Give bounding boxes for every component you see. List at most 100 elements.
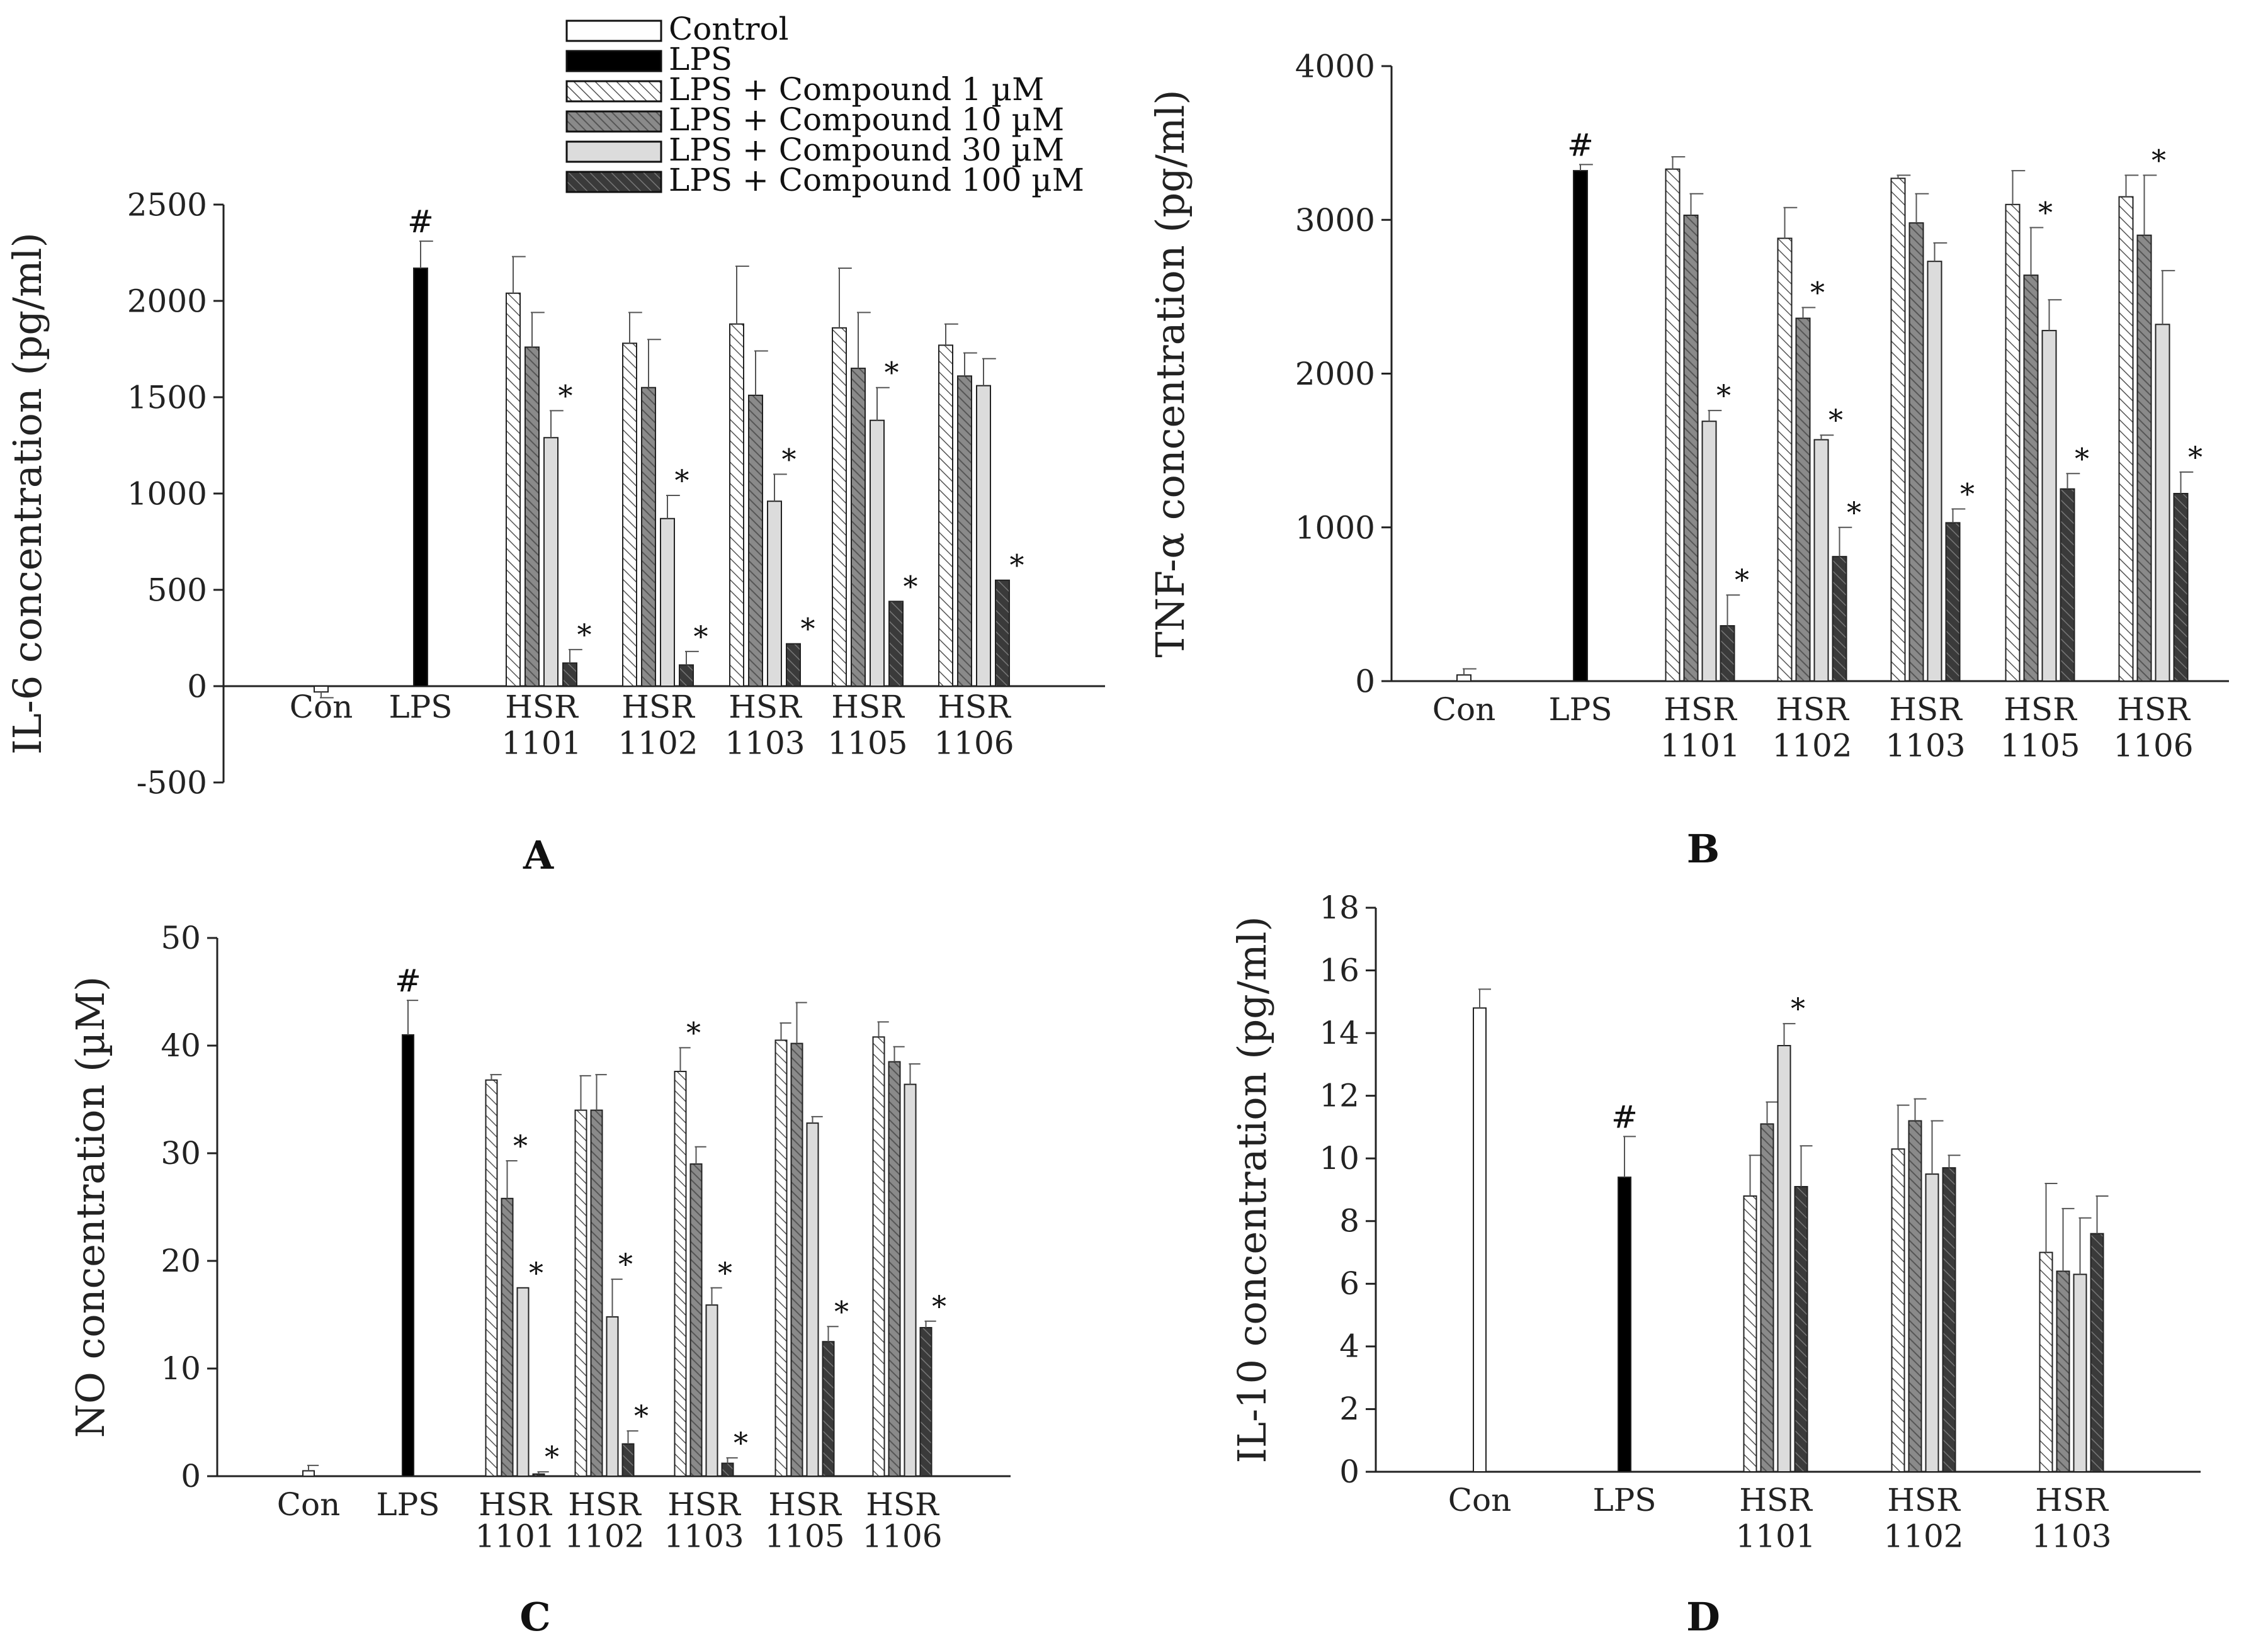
- panel-d-y-tick-label: 6: [1339, 1265, 1359, 1302]
- panel-a-letter: A: [523, 832, 554, 878]
- panel-b-bar-compound-100um: [1832, 556, 1847, 682]
- panel-c-significance-star: *: [634, 1399, 649, 1433]
- panel-d-bar-compound-30um: [1925, 1173, 1939, 1472]
- panel-b-category-label: HSR: [2117, 691, 2191, 728]
- panel-a-significance-star: *: [782, 442, 797, 476]
- panel-c-bar-compound-1um: [674, 1071, 687, 1477]
- panel-d-y-tick-label: 10: [1319, 1140, 1359, 1177]
- legend-label-lps: LPS: [669, 41, 732, 77]
- panel-a-bar-compound-1um: [832, 327, 847, 687]
- panel-b-bar-compound-10um: [2023, 274, 2039, 682]
- legend-label-compound-10um: LPS + Compound 10 µM: [669, 101, 1064, 138]
- panel-c-bar-group: **: [574, 1074, 649, 1477]
- panel-b-category-label: HSR: [2004, 691, 2077, 728]
- panel-c-bar-compound-1um: [574, 1109, 587, 1477]
- panel-c-category-label: 1103: [664, 1518, 744, 1555]
- panel-c-y-tick-label: 0: [181, 1458, 201, 1494]
- legend-item-compound-10um: LPS + Compound 10 µM: [565, 101, 1064, 138]
- panel-d-bar-control: [1473, 1007, 1487, 1473]
- panel-d-y-tick-label: 12: [1319, 1077, 1359, 1114]
- panel-c-bar-group: #: [395, 963, 421, 1477]
- panel-c-bar-group: [302, 1464, 319, 1477]
- panel-a-bar-group: *: [938, 323, 1024, 687]
- panel-c-letter: C: [519, 1594, 550, 1640]
- legend-swatch-compound-10um: [565, 110, 662, 133]
- panel-a-bar-lps: [413, 267, 428, 687]
- panel-b-y-tick-label: 3000: [1295, 202, 1375, 239]
- panel-b-category-label: 1105: [2000, 728, 2080, 764]
- panel-b-bar-compound-10um: [2136, 234, 2152, 682]
- panel-c-bar-compound-10um: [501, 1197, 514, 1477]
- panel-c-bar-lps: [402, 1034, 414, 1477]
- panel-c-category-label: 1106: [862, 1518, 942, 1555]
- panel-a-bar-compound-100um: [888, 601, 904, 687]
- panel-d-bar-group: [1891, 1098, 1961, 1473]
- legend-label-compound-100um: LPS + Compound 100 µM: [669, 162, 1084, 198]
- panel-b-y-tick-label: 1000: [1295, 509, 1375, 546]
- panel-d-y-tick-label: 8: [1339, 1203, 1359, 1239]
- panel-c-significance-star: *: [545, 1440, 559, 1474]
- panel-c-bar-compound-10um: [689, 1163, 703, 1477]
- legend-swatch-compound-30um: [565, 140, 662, 163]
- panel-d-category-label: LPS: [1592, 1482, 1656, 1518]
- panel-b-bar-group: **: [1665, 156, 1749, 682]
- panel-b-bar-group: #: [1567, 127, 1594, 682]
- panel-c-significance-star: *: [529, 1256, 543, 1290]
- panel-a-bar-compound-10um: [641, 387, 656, 687]
- panel-a-y-tick-label: 2500: [127, 187, 207, 223]
- panel-c-category-label: 1105: [764, 1518, 844, 1555]
- panel-b-bar-compound-1um: [2118, 196, 2134, 682]
- panel-b-bar-compound-30um: [2155, 324, 2170, 682]
- panel-d-category-label: HSR: [2035, 1482, 2109, 1518]
- panel-c-bar-compound-30um: [806, 1122, 819, 1477]
- panel-b-significance-star: *: [1810, 275, 1825, 309]
- panel-d-category-label: 1101: [1735, 1518, 1815, 1555]
- panel-a-significance-star: *: [558, 378, 573, 412]
- panel-a-bar-compound-30um: [660, 517, 675, 687]
- panel-c-significance-star: *: [686, 1015, 701, 1049]
- panel-a-bar-compound-30um: [870, 419, 885, 687]
- panel-d-bar-compound-1um: [1743, 1195, 1757, 1472]
- panel-b-bar-compound-100um: [2173, 493, 2189, 682]
- panel-b-significance-hash: #: [1567, 127, 1594, 163]
- panel-b-letter: B: [1687, 826, 1720, 872]
- panel-c-category-label: HSR: [768, 1486, 842, 1523]
- panel-d-bar-compound-100um: [2090, 1233, 2104, 1472]
- panel-b-category-label: 1102: [1772, 728, 1852, 764]
- panel-c-significance-star: *: [734, 1426, 748, 1460]
- panel-a: -500 0 500 1000 1500 2000 2500 IL-6 concentrati…: [4, 187, 1105, 878]
- legend-swatch-lps: [565, 50, 662, 72]
- panel-b-bar-compound-30um: [1927, 261, 1942, 682]
- panel-a-category-label: HSR: [729, 689, 802, 725]
- panel-d-bar-group: *: [1743, 991, 1813, 1472]
- panel-b-bar-compound-30um: [2041, 330, 2057, 682]
- panel-a-bar-compound-100um: [995, 579, 1010, 687]
- legend-item-control: Control: [565, 11, 789, 47]
- panel-b-bar-group: **: [2118, 143, 2203, 682]
- panel-a-bar-compound-30um: [976, 385, 991, 687]
- panel-a-bar-compound-1um: [506, 292, 521, 687]
- panel-a-significance-star: *: [904, 569, 918, 603]
- panel-c-y-tick-label: 50: [161, 920, 201, 956]
- panel-a-bar-compound-100um: [679, 664, 694, 687]
- panel-b-bar-lps: [1573, 170, 1588, 682]
- panel-d-y-tick-label: 4: [1339, 1328, 1359, 1365]
- panel-a-bar-group: **: [832, 267, 918, 687]
- panel-a-category-label: HSR: [621, 689, 695, 725]
- panel-a-bar-compound-1um: [622, 342, 637, 687]
- panel-c-bar-group: *: [774, 1002, 849, 1477]
- panel-d-category-label: 1102: [1883, 1518, 1963, 1555]
- panel-b-bar-compound-100um: [1945, 522, 1961, 682]
- panel-c-category-label: HSR: [479, 1486, 552, 1523]
- panel-c-category-label: HSR: [866, 1486, 939, 1523]
- panel-c-bar-compound-1um: [872, 1036, 885, 1477]
- panel-c-category-label: HSR: [568, 1486, 642, 1523]
- panel-c-bar-compound-100um: [621, 1443, 635, 1477]
- panel-a-bar-compound-100um: [562, 662, 577, 687]
- panel-c-category-label: 1101: [475, 1518, 555, 1555]
- panel-d-bar-compound-1um: [1891, 1148, 1905, 1473]
- panel-a-y-tick-label: 2000: [127, 283, 207, 320]
- panel-b-category-label: 1101: [1660, 728, 1740, 764]
- panel-b-bar-group: * * *: [1777, 206, 1861, 682]
